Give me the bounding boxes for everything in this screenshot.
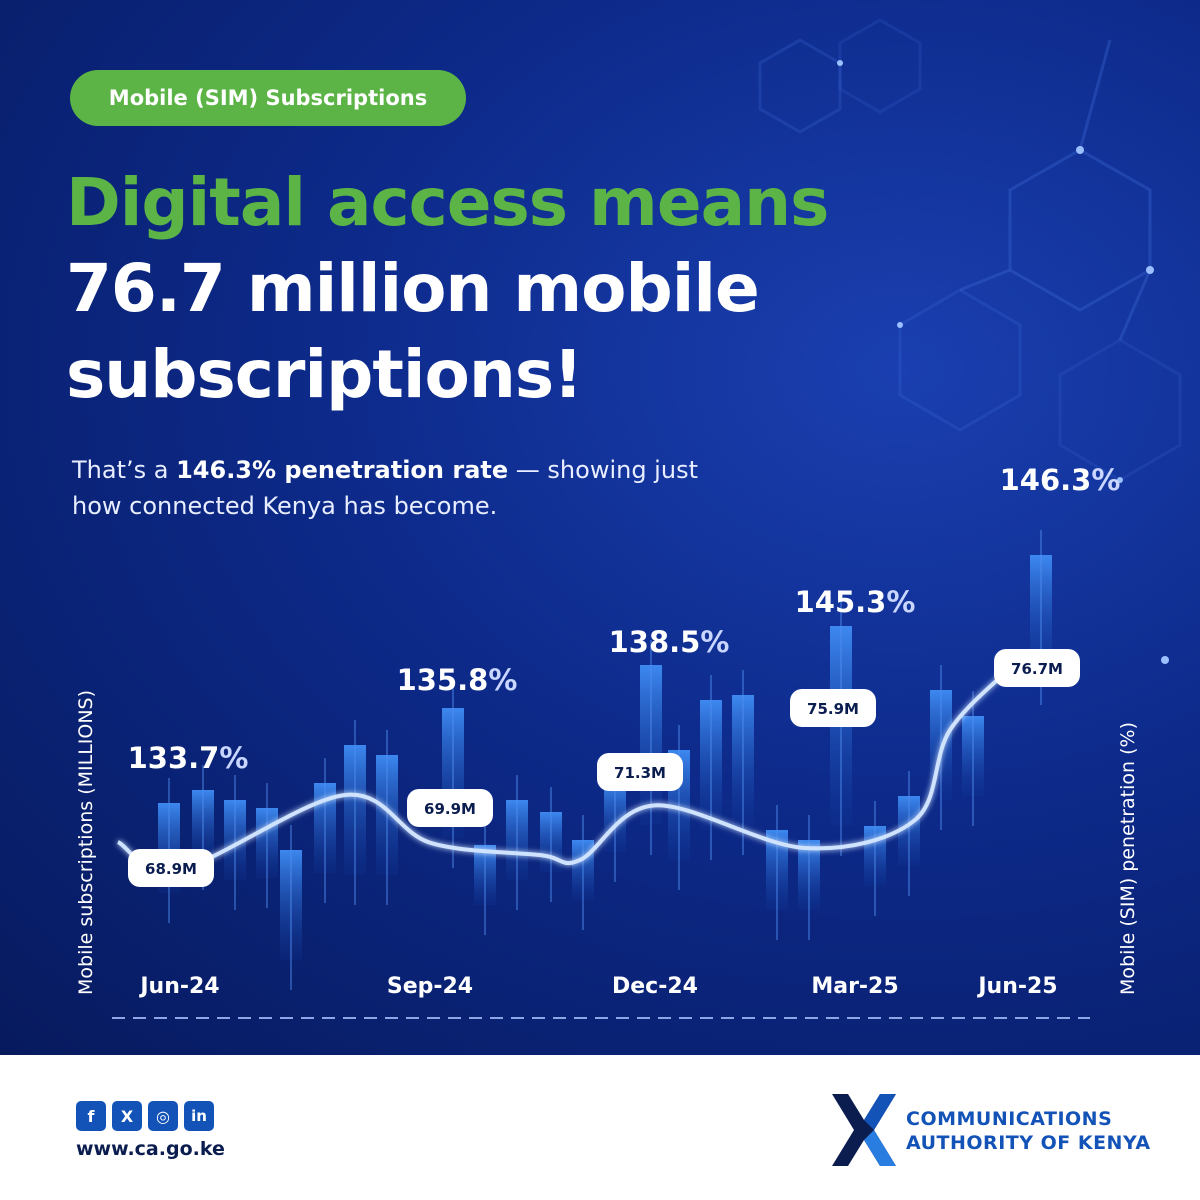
x-axis-ticks: Jun-24 Sep-24 Dec-24 Mar-25 Jun-25 [138, 974, 1057, 999]
penetration-value: 135.8 [397, 663, 489, 697]
headline-line-1: Digital access means [66, 164, 829, 241]
decorative-bar [898, 796, 920, 866]
decorative-bar [962, 716, 984, 796]
decorative-bar [280, 850, 302, 960]
penetration-labels: 133.7%135.8%138.5%145.3%146.3% [128, 463, 1121, 775]
category-badge: Mobile (SIM) Subscriptions [70, 70, 466, 126]
penetration-unit: % [488, 663, 517, 697]
value-pill [597, 753, 683, 791]
penetration-value: 133.7 [128, 741, 220, 775]
decorative-bar [700, 700, 722, 830]
penetration-value: 145.3 [795, 585, 887, 619]
x-tick-label: Jun-25 [976, 974, 1057, 999]
value-pill [128, 849, 214, 887]
decorative-bar [474, 845, 496, 905]
penetration-unit: % [219, 741, 248, 775]
facebook-icon[interactable]: f [76, 1101, 106, 1131]
org-name-line-2: AUTHORITY OF KENYA [906, 1132, 1151, 1154]
value-labels: 68.9M 69.9M 71.3M 75.9M 76.7M [128, 649, 1080, 887]
decorative-bar [344, 745, 366, 875]
y-axis-label-left: Mobile subscriptions (MILLIONS) [75, 690, 97, 995]
linkedin-icon[interactable]: in [184, 1101, 214, 1131]
instagram-icon[interactable]: ◎ [148, 1101, 178, 1131]
subtext-suffix: — showing just how connected Kenya has b… [72, 456, 698, 520]
ca-logo-icon [832, 1094, 896, 1166]
value-text: 71.3M [614, 764, 666, 782]
penetration-label-Dec-24: 138.5% [609, 625, 730, 659]
value-label-Jun-25: 76.7M [994, 649, 1080, 687]
decorative-bar [1030, 555, 1052, 675]
penetration-unit: % [700, 625, 729, 659]
headline-line-3: subscriptions! [66, 336, 583, 413]
value-label-Sep-24: 69.9M [407, 789, 493, 827]
value-pill [790, 689, 876, 727]
x-twitter-icon[interactable]: X [112, 1101, 142, 1131]
value-text: 69.9M [424, 800, 476, 818]
value-label-Dec-24: 71.3M [597, 753, 683, 791]
penetration-value: 146.3 [1000, 463, 1092, 497]
value-label-Jun-24: 68.9M [128, 849, 214, 887]
subscriptions-trend-line [116, 659, 1020, 873]
penetration-unit: % [1091, 463, 1120, 497]
website-link[interactable]: www.ca.go.ke [76, 1138, 225, 1160]
poster-background: Mobile (SIM) Subscriptions Digital acces… [0, 0, 1200, 1055]
value-text: 68.9M [145, 860, 197, 878]
penetration-value: 138.5 [609, 625, 701, 659]
value-pill [407, 789, 493, 827]
hexagon-network-decoration [758, 18, 1182, 664]
value-text: 75.9M [807, 700, 859, 718]
decorative-bar [732, 695, 754, 825]
decorative-bar [766, 830, 788, 910]
penetration-label-Sep-24: 135.8% [397, 663, 518, 697]
penetration-label-Jun-25: 146.3% [1000, 463, 1121, 497]
decorative-bar [192, 790, 214, 860]
value-label-Mar-25: 75.9M [790, 689, 876, 727]
x-tick-label: Jun-24 [138, 974, 219, 999]
subtext: That’s a 146.3% penetration rate — showi… [72, 452, 712, 524]
decorative-bar [314, 783, 336, 873]
value-pill [994, 649, 1080, 687]
x-tick-label: Mar-25 [811, 974, 898, 999]
y-axis-label-right: Mobile (SIM) penetration (%) [1117, 722, 1139, 995]
decorative-bar [224, 800, 246, 880]
penetration-unit: % [886, 585, 915, 619]
x-tick-label: Dec-24 [612, 974, 698, 999]
org-name-line-1: COMMUNICATIONS [906, 1108, 1113, 1130]
penetration-label-Mar-25: 145.3% [795, 585, 916, 619]
subtext-highlight: 146.3% penetration rate [176, 456, 509, 484]
x-tick-label: Sep-24 [387, 974, 473, 999]
decorative-bar [376, 755, 398, 875]
value-text: 76.7M [1011, 660, 1063, 678]
subtext-prefix: That’s a [72, 456, 177, 484]
decorative-bar [506, 800, 528, 880]
headline-line-2: 76.7 million mobile [66, 250, 760, 327]
penetration-label-Jun-24: 133.7% [128, 741, 249, 775]
decorative-bar [798, 840, 820, 910]
